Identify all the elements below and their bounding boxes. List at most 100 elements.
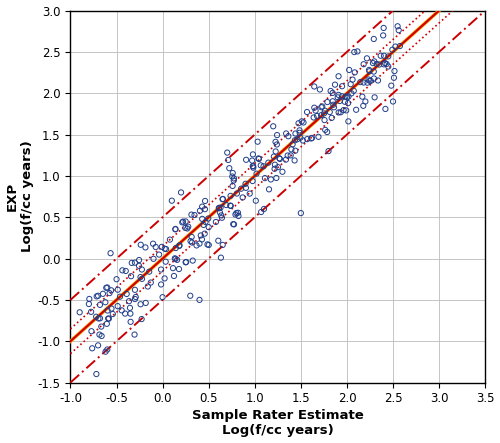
Point — [107, 287, 115, 294]
Point — [145, 268, 153, 275]
Point — [370, 94, 378, 101]
Point — [131, 286, 139, 293]
Point — [122, 268, 130, 275]
Point — [364, 79, 372, 86]
Y-axis label: EXP
Log(f/cc years): EXP Log(f/cc years) — [6, 141, 34, 253]
Point — [106, 250, 114, 257]
Point — [152, 244, 160, 251]
Point — [318, 104, 326, 111]
Point — [130, 331, 138, 338]
Point — [331, 81, 339, 88]
Point — [96, 301, 104, 308]
Point — [204, 241, 212, 248]
Point — [127, 273, 135, 280]
Point — [249, 151, 257, 158]
X-axis label: Sample Rater Estimate
Log(f/cc years): Sample Rater Estimate Log(f/cc years) — [192, 409, 364, 437]
Point — [267, 176, 275, 183]
Point — [342, 107, 350, 114]
Point — [292, 147, 300, 154]
Point — [219, 195, 227, 202]
Point — [131, 259, 139, 266]
Point — [96, 331, 104, 338]
Point — [226, 192, 234, 199]
Point — [348, 90, 356, 97]
Point — [162, 258, 170, 265]
Point — [104, 284, 112, 291]
Point — [126, 318, 134, 325]
Point — [173, 256, 181, 264]
Point — [158, 243, 166, 250]
Point — [264, 159, 272, 166]
Point — [177, 189, 185, 196]
Point — [257, 209, 265, 216]
Point — [201, 198, 209, 205]
Point — [390, 67, 398, 74]
Point — [248, 157, 256, 164]
Point — [188, 211, 196, 218]
Point — [138, 275, 146, 282]
Point — [341, 98, 349, 105]
Point — [326, 87, 334, 94]
Point — [320, 117, 328, 124]
Point — [334, 109, 342, 116]
Point — [88, 328, 96, 335]
Point — [260, 163, 268, 170]
Point — [344, 100, 352, 107]
Point — [328, 89, 336, 97]
Point — [218, 241, 226, 249]
Point — [215, 204, 223, 211]
Point — [290, 157, 298, 164]
Point — [104, 315, 112, 322]
Point — [196, 240, 203, 247]
Point — [200, 230, 208, 237]
Point — [182, 259, 190, 266]
Point — [215, 205, 223, 212]
Point — [242, 180, 250, 187]
Point — [142, 299, 150, 307]
Point — [204, 241, 212, 249]
Point — [313, 113, 321, 120]
Point — [260, 206, 268, 213]
Point — [223, 149, 231, 156]
Point — [234, 209, 242, 216]
Point — [196, 207, 204, 214]
Point — [345, 66, 353, 74]
Point — [344, 118, 352, 125]
Point — [376, 52, 384, 59]
Point — [310, 104, 318, 111]
Point — [232, 211, 239, 218]
Point — [380, 61, 388, 68]
Point — [190, 211, 198, 218]
Point — [379, 32, 387, 39]
Point — [169, 264, 177, 272]
Point — [98, 332, 106, 339]
Point — [184, 223, 192, 230]
Point — [291, 137, 299, 144]
Point — [188, 239, 196, 246]
Point — [269, 123, 277, 130]
Point — [303, 109, 311, 116]
Point — [192, 242, 200, 249]
Point — [228, 170, 236, 177]
Point — [360, 79, 368, 86]
Point — [394, 23, 402, 30]
Point — [265, 186, 273, 193]
Point — [370, 68, 378, 75]
Point — [237, 185, 245, 192]
Point — [364, 76, 372, 83]
Point — [197, 232, 205, 239]
Point — [338, 83, 346, 90]
Point — [198, 203, 206, 210]
Point — [227, 202, 235, 210]
Point — [271, 161, 279, 168]
Point — [257, 162, 265, 169]
Point — [198, 236, 206, 243]
Point — [358, 93, 366, 100]
Point — [157, 281, 165, 288]
Point — [218, 196, 226, 203]
Point — [286, 152, 294, 159]
Point — [273, 141, 281, 148]
Point — [380, 52, 388, 59]
Point — [246, 190, 254, 197]
Point — [254, 155, 262, 162]
